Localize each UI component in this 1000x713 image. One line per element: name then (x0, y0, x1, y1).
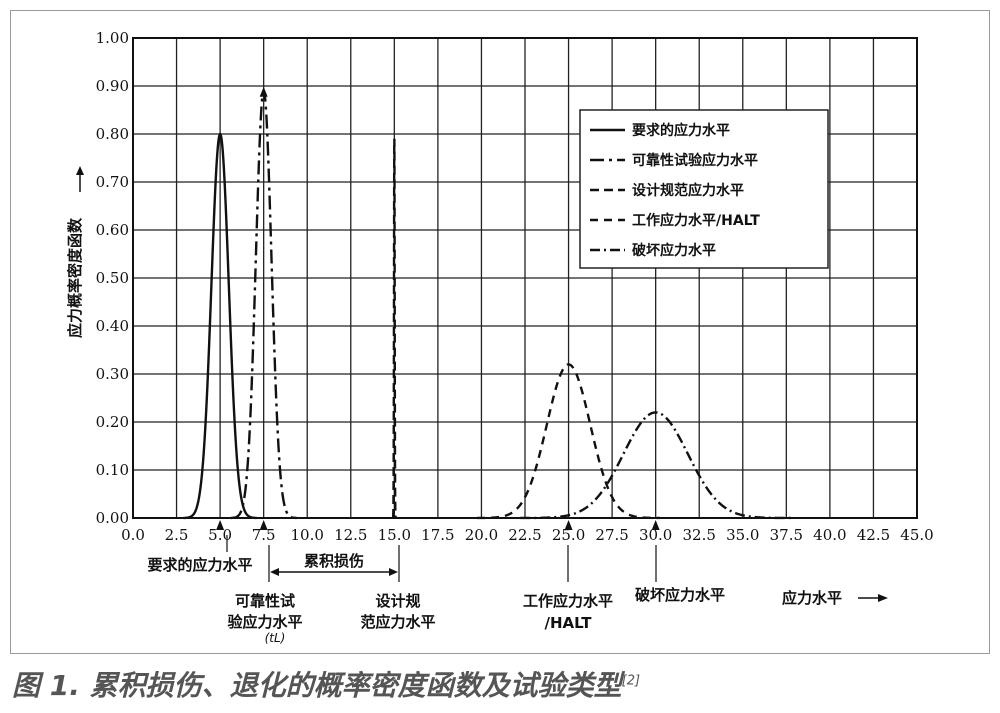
legend-label-0: 要求的应力水平 (632, 122, 730, 139)
y-tick-label: 0.80 (96, 125, 129, 143)
x-tick-label: 32.5 (683, 526, 716, 544)
x-tick-label: 45.0 (900, 526, 933, 544)
annotation-failure: 破坏应力水平 (635, 586, 725, 604)
figure-caption: 图 1. 累积损伤、退化的概率密度函数及试验类型[2] (12, 664, 640, 704)
legend-label-4: 破坏应力水平 (632, 242, 716, 259)
series-curve-4 (520, 411, 792, 520)
figure-frame (10, 10, 990, 654)
x-tick-label: 42.5 (857, 526, 890, 544)
y-tick-label: 0.90 (96, 77, 129, 95)
y-tick-label: 1.00 (96, 29, 129, 47)
annotation-design-line2: 范应力水平 (360, 613, 435, 631)
x-axis-arrow-head (878, 594, 888, 602)
y-tick-label: 0.00 (96, 509, 129, 527)
caption-text: 图 1. 累积损伤、退化的概率密度函数及试验类型 (12, 669, 622, 702)
annotation-required: 要求的应力水平 (147, 556, 252, 574)
annotation-work-line2: /HALT (545, 614, 593, 632)
x-tick-label: 30.0 (639, 526, 672, 544)
x-tick-label: 35.0 (726, 526, 759, 544)
pdf-chart: 0.0 2.5 5.0 7.5 10.0 12.5 15.0 17.5 20.0 22.5 25.0… (66, 29, 934, 645)
x-marker-arrow-2 (564, 520, 573, 530)
annotation-rel-line2: 验应力水平 (227, 613, 302, 631)
x-tick-label: 17.5 (421, 526, 454, 544)
x-tick-label: 12.5 (334, 526, 367, 544)
y-tick-label: 0.20 (96, 413, 129, 431)
caption-ref: [2] (621, 673, 641, 689)
y-axis-arrow-head (76, 166, 84, 175)
legend-label-2: 设计规范应力水平 (632, 182, 744, 199)
x-tick-label: 37.5 (770, 526, 803, 544)
x-tick-label: 5.0 (208, 526, 232, 544)
cumulative-arrow-left (270, 568, 279, 576)
annotation-rel-line3: (tL) (265, 631, 286, 645)
curves (183, 86, 792, 530)
x-marker-arrow-1 (259, 520, 268, 530)
y-tick-label: 0.60 (96, 221, 129, 239)
series-curve-0 (183, 132, 257, 520)
annotation-design-line1: 设计规 (375, 592, 420, 610)
x-tick-label: 27.5 (595, 526, 628, 544)
x-tick-label: 7.5 (252, 526, 276, 544)
annotation-work-line1: 工作应力水平 (523, 592, 613, 610)
x-axis-label: 应力水平 (782, 589, 842, 607)
series-curve-2 (391, 138, 397, 520)
x-tick-label: 0.0 (121, 526, 145, 544)
y-tick-label: 0.70 (96, 173, 129, 191)
x-tick-label: 25.0 (552, 526, 585, 544)
x-marker-arrow-3 (651, 520, 660, 530)
cumulative-arrow-right (389, 568, 398, 576)
y-tick-label: 0.50 (96, 269, 129, 287)
y-tick-label: 0.40 (96, 317, 129, 335)
x-tick-label: 20.0 (465, 526, 498, 544)
y-axis-label: 应力概率密度函数 (66, 217, 84, 338)
x-tick-label: 2.5 (165, 526, 189, 544)
x-tick-label: 40.0 (813, 526, 846, 544)
x-tick-label: 15.0 (378, 526, 411, 544)
y-tick-label: 0.10 (96, 461, 129, 479)
reliability-peak-arrow (259, 86, 268, 97)
annotation-cumulative: 累积损伤 (304, 552, 364, 570)
y-tick-label: 0.30 (96, 365, 129, 383)
x-tick-label: 10.0 (291, 526, 324, 544)
annotations: 要求的应力水平 累积损伤 可靠性试 验应力水平 (tL) 设计规 范应力水平 工… (147, 535, 888, 645)
x-tick-label: 22.5 (508, 526, 541, 544)
y-tick-labels: 0.00 0.10 0.20 0.30 0.40 0.50 0.60 0.70 0.80 0.90… (96, 29, 129, 527)
legend-label-1: 可靠性试验应力水平 (632, 152, 758, 169)
annotation-rel-line1: 可靠性试 (235, 592, 295, 610)
x-marker-arrow-0 (216, 520, 225, 530)
legend-label-3: 工作应力水平/HALT (632, 212, 760, 229)
x-tick-labels: 0.0 2.5 5.0 7.5 10.0 12.5 15.0 17.5 20.0 22.5 25.0… (121, 526, 934, 544)
series-curve-3 (477, 363, 661, 520)
